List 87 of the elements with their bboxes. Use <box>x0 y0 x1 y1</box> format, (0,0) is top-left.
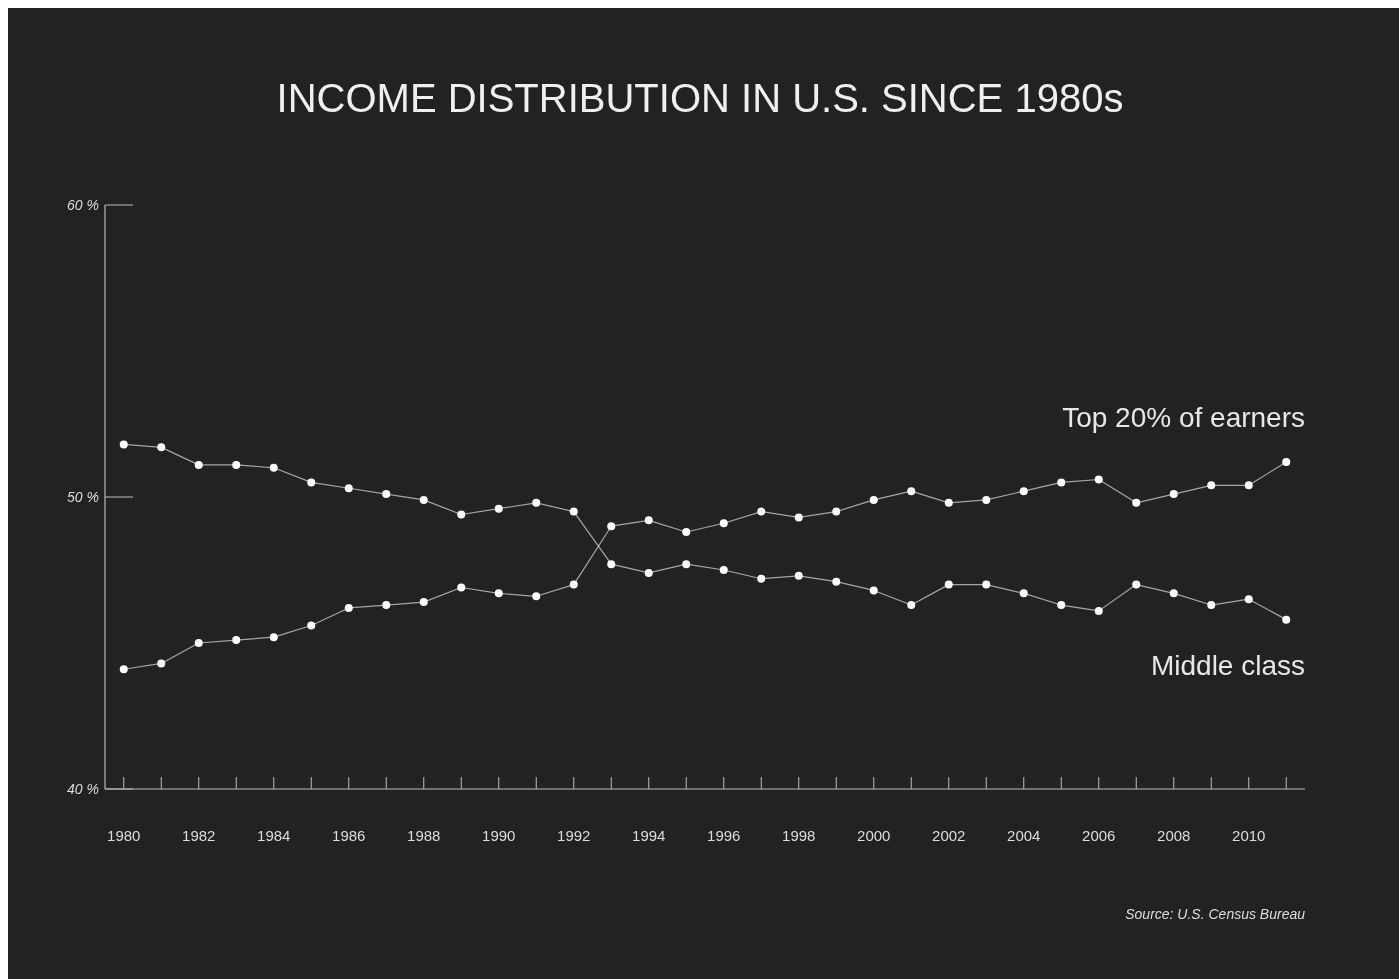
point <box>232 460 241 469</box>
point <box>119 440 128 449</box>
point <box>569 507 578 516</box>
point <box>532 498 541 507</box>
point <box>344 603 353 612</box>
point <box>157 659 166 668</box>
point <box>382 490 391 499</box>
point <box>607 560 616 569</box>
y-tick-label: 40 % <box>67 780 99 797</box>
series-label: Middle class <box>1150 649 1305 681</box>
point <box>1244 481 1253 490</box>
point <box>982 580 991 589</box>
x-tick-label: 1992 <box>557 827 591 844</box>
point <box>1094 475 1103 484</box>
point <box>869 495 878 504</box>
x-tick-label: 1990 <box>482 827 516 844</box>
point <box>1282 457 1291 466</box>
point <box>269 463 278 472</box>
x-tick-label: 1998 <box>782 827 816 844</box>
point <box>494 589 503 598</box>
point <box>1094 606 1103 615</box>
source-note: Source: U.S. Census Bureau <box>1125 906 1306 922</box>
point <box>757 507 766 516</box>
point <box>419 598 428 607</box>
point <box>832 577 841 586</box>
x-tick-label: 2004 <box>1007 827 1041 844</box>
point <box>832 507 841 516</box>
x-tick-label: 1988 <box>407 827 441 844</box>
point <box>194 460 203 469</box>
point <box>944 580 953 589</box>
point <box>1019 487 1028 496</box>
point <box>719 519 728 528</box>
point <box>1169 589 1178 598</box>
point <box>119 665 128 674</box>
point <box>794 571 803 580</box>
point <box>907 601 916 610</box>
x-tick-label: 1980 <box>107 827 141 844</box>
point <box>382 601 391 610</box>
x-tick-label: 1994 <box>632 827 666 844</box>
point <box>794 513 803 522</box>
point <box>494 504 503 513</box>
point <box>644 568 653 577</box>
point <box>644 516 653 525</box>
point <box>569 580 578 589</box>
point <box>982 495 991 504</box>
point <box>944 498 953 507</box>
x-tick-label: 1986 <box>332 827 366 844</box>
point <box>869 586 878 595</box>
point <box>607 522 616 531</box>
point <box>757 574 766 583</box>
point <box>457 510 466 519</box>
point <box>344 484 353 493</box>
point <box>1207 601 1216 610</box>
point <box>307 478 316 487</box>
point <box>232 636 241 645</box>
x-tick-label: 2006 <box>1082 827 1116 844</box>
x-tick-label: 1982 <box>182 827 216 844</box>
point <box>1019 589 1028 598</box>
point <box>719 566 728 574</box>
chart-title: INCOME DISTRIBUTION IN U.S. SINCE 1980s <box>276 76 1124 120</box>
x-tick-label: 1996 <box>707 827 741 844</box>
point <box>269 633 278 642</box>
point <box>682 528 691 537</box>
x-tick-label: 2010 <box>1232 827 1266 844</box>
y-tick-label: 60 % <box>67 196 99 213</box>
point <box>907 487 916 496</box>
point <box>419 495 428 504</box>
x-tick-label: 2000 <box>857 827 891 844</box>
point <box>1169 490 1178 499</box>
point <box>457 583 466 592</box>
point <box>1132 580 1141 589</box>
x-tick-label: 2008 <box>1157 827 1191 844</box>
point <box>194 639 203 647</box>
point <box>1057 478 1066 487</box>
x-tick-label: 1984 <box>257 827 291 844</box>
point <box>682 560 691 569</box>
point <box>1207 481 1216 490</box>
point <box>1132 498 1141 507</box>
x-tick-label: 2002 <box>932 827 966 844</box>
point <box>532 592 541 601</box>
point <box>1282 615 1291 624</box>
point <box>1057 601 1066 610</box>
y-tick-label: 50 % <box>67 488 99 505</box>
point <box>157 443 166 452</box>
point <box>307 621 316 630</box>
series-label: Top 20% of earners <box>1062 401 1305 433</box>
point <box>1244 595 1253 604</box>
